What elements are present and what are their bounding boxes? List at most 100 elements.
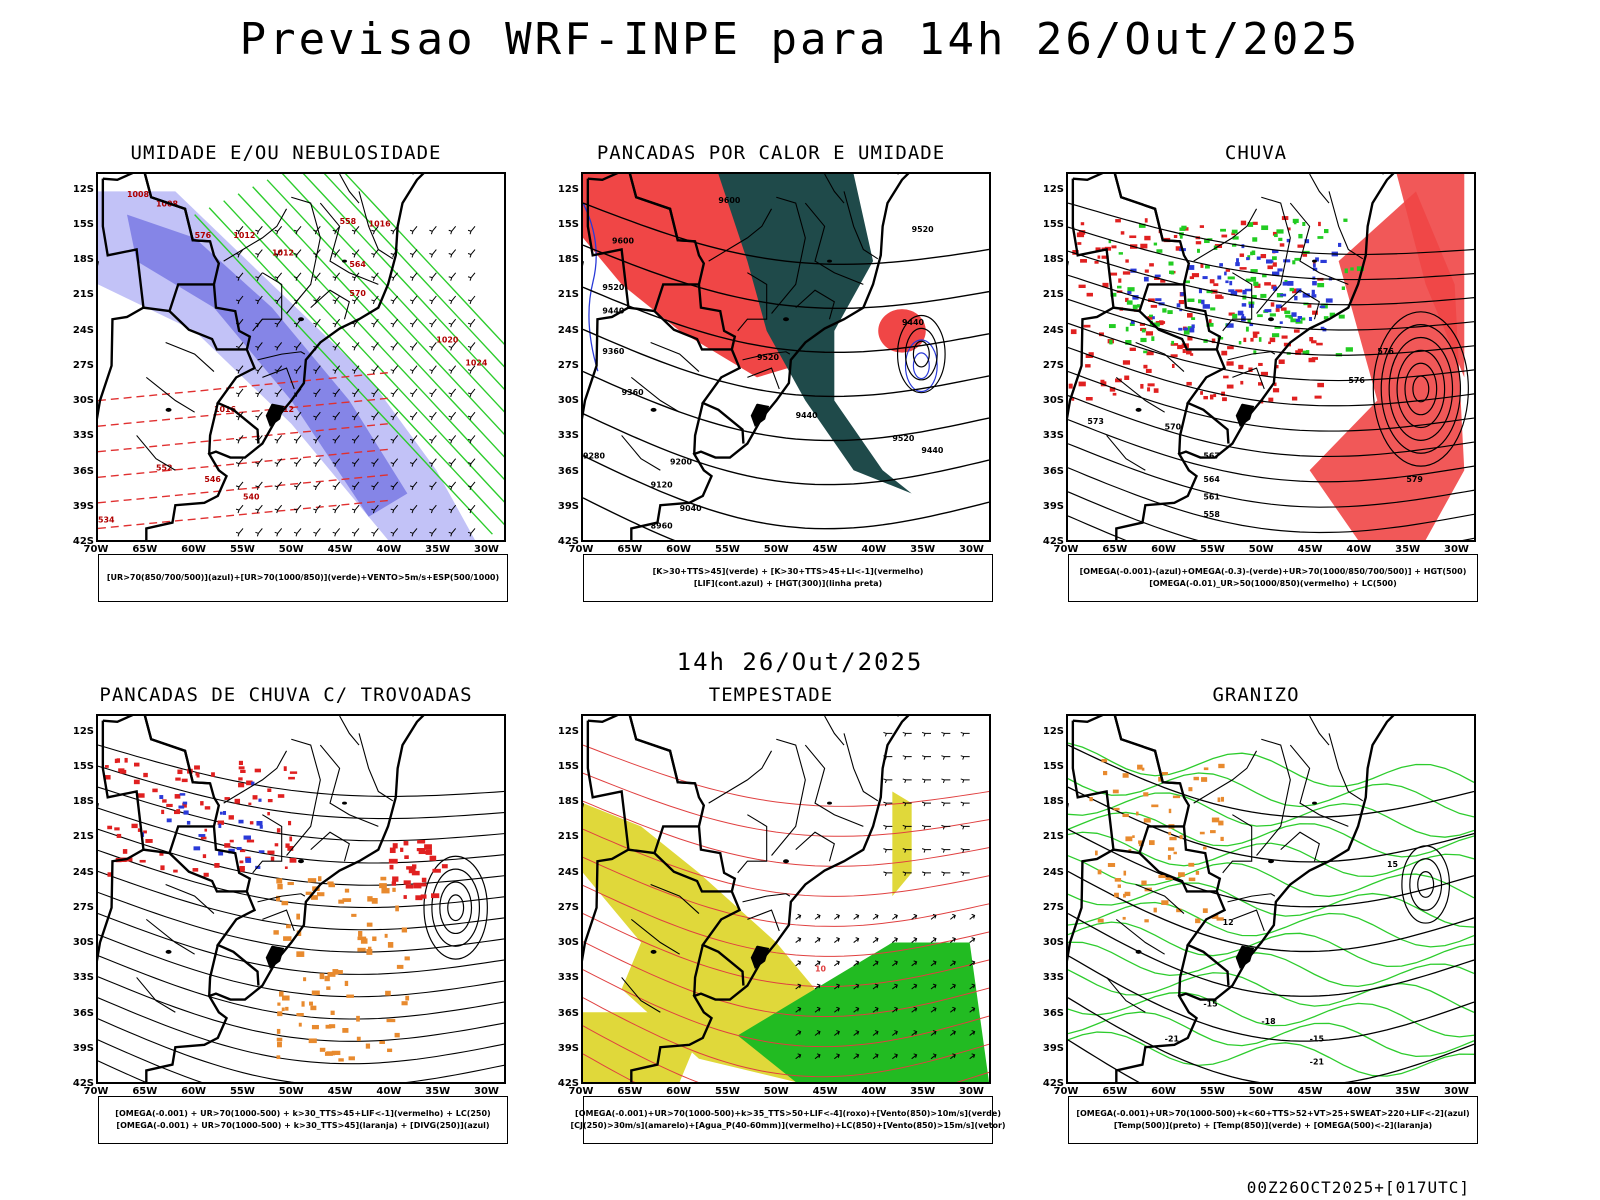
rain-pixel: [1302, 252, 1308, 257]
wind-vector-850: [872, 913, 879, 920]
rain-pixel: [1100, 381, 1107, 387]
wind-vector: [371, 318, 379, 328]
map-frame: 9600 9600 9520 9440 9360 9360 9440 9520 9280 9200…: [581, 172, 991, 542]
latitude-tick-label: 18S: [72, 796, 94, 808]
state-border: [1222, 272, 1253, 332]
map-panel-6: GRANIZO 12S 15S 18S 21S 24S 27S 30S 33S 36S 39S 42S…: [1036, 684, 1478, 1164]
legend-box: [OMEGA(-0.001)+UR>70(1000-500)+k>35_TTS>…: [570, 1096, 1006, 1144]
geopotential-label: 9280: [583, 452, 606, 461]
shower-pixel: [277, 883, 283, 890]
rain-pixel-green: [1252, 237, 1258, 242]
rain-pixel-blue: [1201, 299, 1205, 305]
thunderstorm-pixel: [200, 836, 207, 840]
country-border: [583, 848, 655, 962]
wind-vector-850: [814, 960, 821, 967]
thunderstorm-pixel: [204, 828, 208, 832]
wind-vector: [371, 528, 379, 537]
longitude-tick-label: 60W: [1151, 544, 1177, 555]
rain-pixel-blue: [1127, 291, 1132, 295]
rain-pixel: [1260, 371, 1269, 376]
divergence-pixel: [186, 820, 191, 825]
rain-pixel: [1222, 397, 1227, 402]
hail-omega-pixel: [1123, 870, 1127, 876]
shower-pixel: [357, 947, 366, 952]
rain-pixel-green: [1204, 265, 1210, 269]
wind-vector: [332, 388, 341, 398]
thunderstorm-pixel: [246, 839, 255, 843]
longitude-tick-label: 40W: [376, 544, 402, 555]
rain-pixel: [1272, 262, 1277, 267]
hail-omega-pixel: [1097, 918, 1104, 923]
rain-pixel: [1095, 247, 1101, 252]
rain-pixel-blue: [1183, 327, 1189, 331]
divergence-pixel: [219, 811, 223, 815]
streamline-850: [583, 744, 989, 807]
wind-vector-850: [853, 937, 860, 943]
latitude-tick-label: 36S: [72, 465, 94, 477]
wind-vector-850: [883, 848, 893, 853]
latitude-tick-label: 12S: [72, 725, 94, 737]
latitude-tick-label: 12S: [557, 725, 579, 737]
rain-pixel-blue: [1287, 280, 1294, 286]
thunderstorm-pixel: [125, 857, 133, 862]
shower-pixel: [303, 977, 307, 982]
wind-vector-850: [814, 1053, 821, 1060]
geopotential-500-contour: [1068, 346, 1474, 407]
rain-pixel: [1101, 255, 1109, 259]
basemap: [1068, 716, 1395, 1082]
basemap: [583, 174, 910, 540]
rain-pixel-blue: [1132, 295, 1139, 300]
reservoir: [342, 259, 347, 263]
rain-pixel-green: [1198, 299, 1202, 304]
latitude-tick-label: 18S: [1042, 796, 1064, 808]
rain-pixel-blue: [1176, 303, 1181, 308]
wind-vector-850: [921, 755, 932, 760]
geopotential-label: 9440: [902, 318, 925, 327]
wind-vector-850: [960, 871, 970, 876]
rain-pixel: [1150, 304, 1158, 308]
country-border: [583, 306, 655, 420]
rain-pixel-blue: [1130, 320, 1135, 324]
thunderstorm-pixel: [137, 793, 145, 798]
rain-pixel-green: [1253, 350, 1257, 355]
lagoon: [1235, 945, 1255, 969]
geopotential-300-contour: [904, 327, 938, 381]
thunderstorm-pixel: [238, 782, 245, 788]
thunderstorm-pixel: [392, 876, 399, 882]
shower-pixel: [328, 1024, 336, 1029]
wind-vector-850: [795, 937, 802, 943]
shower-pixel: [281, 900, 289, 906]
latitude-tick-label: 42S: [557, 1078, 579, 1089]
wind-vector: [255, 528, 263, 537]
wind-vector-850: [969, 983, 976, 990]
rain-pixel-green: [1153, 242, 1158, 246]
streamline-vortex: [431, 868, 481, 947]
wind-vector-850: [969, 1006, 976, 1013]
latitude-tick-label: 30S: [557, 937, 579, 949]
latitude-tick-label: 21S: [1042, 831, 1064, 843]
thickness-isoline: [98, 474, 389, 504]
rain-pixel: [1122, 271, 1131, 275]
panel-title: CHUVA: [1224, 142, 1288, 164]
streamline-850: [583, 800, 989, 867]
rain-pixel-green: [1179, 234, 1183, 239]
rain-pixel: [1297, 348, 1303, 353]
thunderstorm-pixel: [143, 772, 148, 778]
page-title: Previsao WRF-INPE para 14h 26/Out/2025: [239, 14, 1361, 65]
wind-vector-850: [795, 1053, 802, 1060]
longitude-tick-label: 60W: [181, 544, 207, 555]
geopotential-500-contour: [1068, 467, 1474, 534]
temp-500-contour: [1068, 912, 1474, 997]
rain-pixel: [1248, 367, 1253, 373]
wind-vector: [293, 458, 302, 467]
wind-vector: [274, 318, 283, 328]
wind-vector-850: [902, 801, 912, 807]
wind-vector: [332, 249, 341, 258]
wind-vector: [235, 528, 244, 537]
wind-vector-850: [892, 937, 898, 943]
streamline-850: [583, 913, 989, 987]
wind-vector: [467, 272, 476, 281]
streamline-850: [583, 969, 989, 1048]
rain-pixel-green: [1274, 234, 1278, 238]
legend-line: [OMEGA(-0.001) + UR>70(1000-500) + k>30_…: [116, 1121, 490, 1130]
